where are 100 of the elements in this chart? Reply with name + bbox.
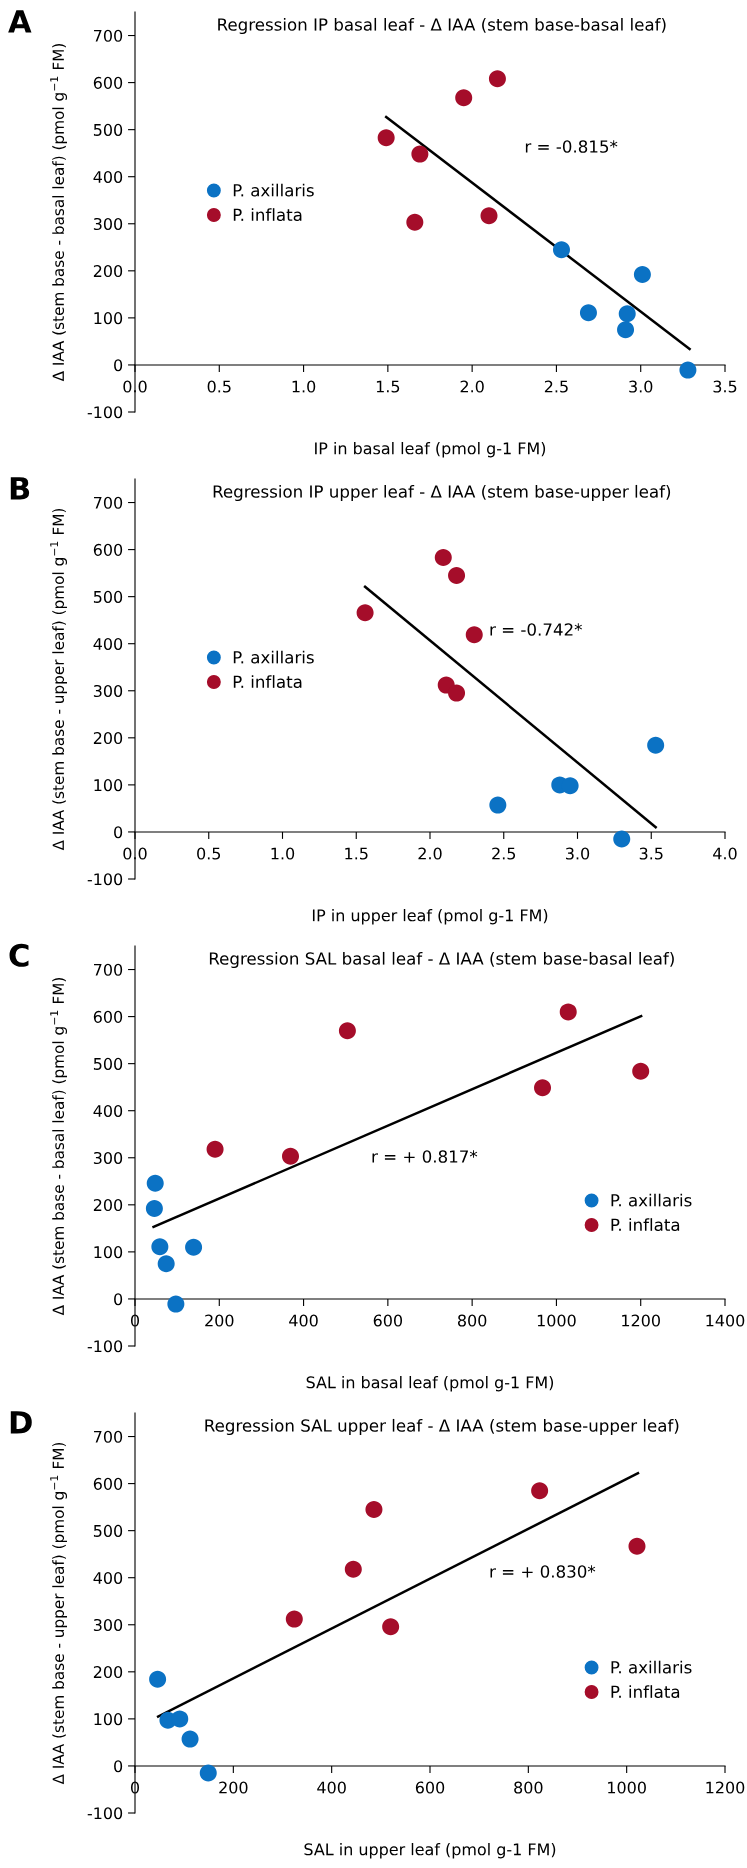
x-tick-label: 600 bbox=[373, 1314, 403, 1327]
x-axis-title: SAL in upper leaf (pmol g-1 FM) bbox=[304, 1843, 556, 1859]
chart-title: Regression SAL upper leaf - Δ IAA (stem base-upper leaf) bbox=[205, 1418, 679, 1436]
y-tick-label: 700 bbox=[94, 29, 123, 42]
point bbox=[617, 321, 635, 339]
y-tick-label: -100 bbox=[87, 1807, 123, 1820]
y-tick-label: 500 bbox=[93, 590, 123, 603]
x-tick-label: 200 bbox=[219, 1781, 248, 1794]
y-tick-label: 0 bbox=[114, 359, 123, 372]
y-tick-label: 100 bbox=[94, 779, 123, 792]
y-tick-label: 200 bbox=[93, 265, 123, 278]
point bbox=[618, 305, 636, 323]
text: C bbox=[9, 943, 29, 967]
y-tick-label: 400 bbox=[93, 1104, 123, 1117]
x-tick-label: 0.5 bbox=[207, 380, 231, 393]
y-tick-label: 100 bbox=[94, 1246, 123, 1259]
y-tick-label: 700 bbox=[94, 496, 123, 509]
point bbox=[406, 213, 424, 231]
annotation: r = + 0.830* bbox=[490, 1565, 596, 1578]
point bbox=[613, 830, 631, 848]
y-tick-label: 200 bbox=[93, 732, 123, 745]
chart-title: Regression SAL basal leaf - Δ IAA (stem base-basal leaf) bbox=[209, 951, 674, 969]
text: B bbox=[10, 477, 30, 500]
y-tick-label: 100 bbox=[94, 312, 123, 325]
y-tick-label: -100 bbox=[87, 1340, 123, 1353]
y-tick-label: 500 bbox=[93, 1057, 123, 1070]
x-tick-label: 2.5 bbox=[492, 847, 516, 860]
x-tick-label: 0.5 bbox=[197, 847, 221, 860]
point bbox=[434, 549, 452, 567]
y-tick-label: -100 bbox=[87, 406, 123, 419]
legend-label: P. inflata bbox=[611, 1685, 680, 1699]
point bbox=[632, 1062, 650, 1080]
legend-label: P. inflata bbox=[233, 675, 302, 689]
annotation: r = + 0.817* bbox=[372, 1150, 478, 1163]
x-tick-label: 2.5 bbox=[544, 380, 568, 393]
point bbox=[171, 1710, 189, 1728]
legend-label: P. inflata bbox=[611, 1218, 680, 1232]
y-tick-label: 0 bbox=[114, 1760, 123, 1773]
y-tick-label: 300 bbox=[93, 684, 123, 698]
x-axis-title: SAL in basal leaf (pmol g-1 FM) bbox=[306, 1376, 554, 1392]
point bbox=[167, 1295, 185, 1313]
y-tick-label: 300 bbox=[93, 217, 123, 231]
point bbox=[679, 361, 697, 379]
legend-label: P. axillaris bbox=[611, 1660, 692, 1674]
x-tick-label: 1.0 bbox=[292, 380, 316, 393]
y-axis-title: Δ IAA (stem base - basal leaf) (pmol g$^{−1}$ FM) bbox=[50, 977, 68, 1316]
x-tick-label: 4.0 bbox=[713, 847, 737, 860]
annotation: r = -0.815* bbox=[525, 140, 618, 153]
x-tick-label: 3.5 bbox=[713, 380, 737, 393]
legend-label: P. axillaris bbox=[233, 650, 314, 664]
x-tick-label: 1.5 bbox=[345, 847, 368, 860]
x-tick-label: 1200 bbox=[622, 1314, 660, 1327]
point bbox=[534, 1079, 552, 1097]
y-tick-label: 600 bbox=[93, 1010, 123, 1023]
point bbox=[647, 736, 665, 754]
x-tick-label: 200 bbox=[205, 1314, 234, 1327]
point bbox=[356, 604, 374, 622]
x-axis-title: IP in upper leaf (pmol g-1 FM) bbox=[312, 909, 548, 925]
y-tick-label: 400 bbox=[93, 637, 123, 650]
point bbox=[365, 1500, 383, 1518]
x-tick-label: 3.0 bbox=[629, 380, 653, 393]
y-tick-label: 600 bbox=[93, 543, 123, 556]
x-tick-label: 1000 bbox=[537, 1314, 576, 1327]
x-tick-label: 800 bbox=[457, 1314, 487, 1327]
legend-label: P. inflata bbox=[233, 208, 302, 222]
point bbox=[157, 1255, 175, 1273]
point bbox=[411, 145, 429, 163]
x-tick-label: 3.5 bbox=[639, 847, 663, 860]
legend-label: P. axillaris bbox=[233, 183, 314, 197]
x-tick-label: 2.0 bbox=[418, 847, 442, 860]
point bbox=[455, 89, 473, 107]
annotation: r = -0.742* bbox=[490, 623, 582, 636]
point bbox=[448, 566, 466, 584]
y-tick-label: 300 bbox=[93, 1151, 123, 1165]
text: D bbox=[10, 1411, 32, 1434]
y-tick-label: 700 bbox=[94, 1430, 123, 1443]
y-tick-label: 0 bbox=[114, 1293, 123, 1306]
point bbox=[628, 1537, 646, 1555]
point bbox=[282, 1147, 300, 1165]
point bbox=[181, 1730, 199, 1748]
x-tick-label: 400 bbox=[289, 1314, 318, 1327]
y-tick-label: 200 bbox=[93, 1199, 123, 1212]
y-tick-label: 200 bbox=[93, 1666, 123, 1679]
text: A bbox=[8, 10, 32, 33]
x-axis-title: IP in basal leaf (pmol g-1 FM) bbox=[315, 442, 546, 458]
point bbox=[285, 1610, 303, 1628]
x-tick-label: 1.0 bbox=[271, 847, 295, 860]
x-tick-label: 600 bbox=[415, 1781, 445, 1794]
y-tick-label: 400 bbox=[93, 170, 123, 183]
y-tick-label: 100 bbox=[94, 1713, 123, 1726]
point bbox=[344, 1560, 362, 1578]
point bbox=[531, 1482, 549, 1500]
y-tick-label: 500 bbox=[93, 123, 123, 136]
point bbox=[377, 129, 395, 147]
chart-title: Regression IP upper leaf - Δ IAA (stem base-upper leaf) bbox=[213, 484, 671, 502]
x-tick-label: 1000 bbox=[608, 1781, 646, 1794]
x-tick-label: 1400 bbox=[706, 1314, 745, 1327]
y-axis-title: Δ IAA (stem base - basal leaf) (pmol g$^{−1}$ FM) bbox=[50, 43, 68, 382]
point bbox=[552, 241, 570, 259]
point bbox=[633, 266, 651, 284]
